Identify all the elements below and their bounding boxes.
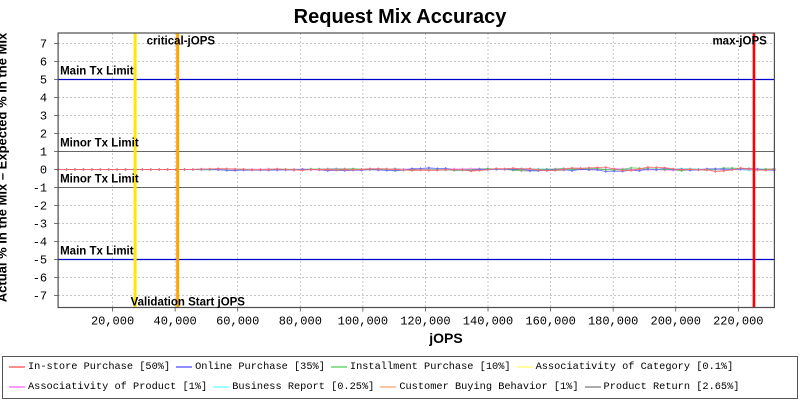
svg-text:-6: -6 [33, 272, 47, 286]
svg-text:Main Tx Limit: Main Tx Limit [60, 246, 134, 258]
svg-text:200,000: 200,000 [651, 315, 701, 329]
svg-text:-5: -5 [33, 254, 47, 268]
svg-text:60,000: 60,000 [216, 315, 259, 329]
svg-text:40,000: 40,000 [154, 315, 197, 329]
svg-text:critical-jOPS: critical-jOPS [147, 36, 216, 48]
svg-text:100,000: 100,000 [338, 315, 388, 329]
svg-text:Validation Start jOPS: Validation Start jOPS [131, 297, 246, 309]
svg-text:Main Tx Limit: Main Tx Limit [60, 66, 134, 78]
svg-text:140,000: 140,000 [463, 315, 513, 329]
svg-text:80,000: 80,000 [279, 315, 322, 329]
svg-text:-7: -7 [33, 290, 47, 304]
svg-text:1: 1 [40, 146, 47, 160]
svg-text:6: 6 [40, 56, 47, 70]
svg-text:max-jOPS: max-jOPS [712, 36, 767, 48]
svg-text:-3: -3 [33, 218, 47, 232]
svg-text:120,000: 120,000 [400, 315, 450, 329]
svg-text:Minor Tx Limit: Minor Tx Limit [60, 174, 139, 186]
svg-text:2: 2 [40, 128, 47, 142]
svg-text:160,000: 160,000 [525, 315, 575, 329]
svg-text:-4: -4 [33, 236, 47, 250]
svg-text:4: 4 [40, 92, 47, 106]
svg-text:Minor Tx Limit: Minor Tx Limit [60, 138, 139, 150]
svg-text:3: 3 [40, 110, 47, 124]
svg-text:0: 0 [40, 164, 47, 178]
svg-text:220,000: 220,000 [713, 315, 763, 329]
svg-text:180,000: 180,000 [588, 315, 638, 329]
svg-text:7: 7 [40, 38, 47, 52]
svg-text:20,000: 20,000 [91, 315, 134, 329]
svg-text:-1: -1 [33, 182, 47, 196]
svg-text:5: 5 [40, 74, 47, 88]
svg-text:-2: -2 [33, 200, 47, 214]
